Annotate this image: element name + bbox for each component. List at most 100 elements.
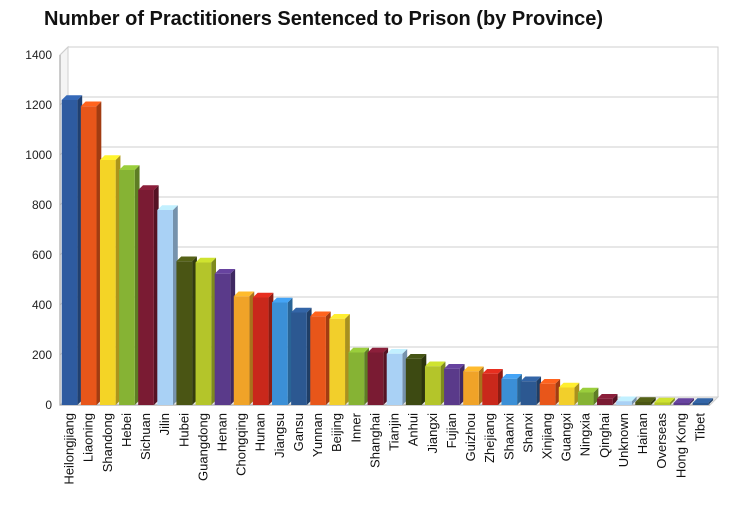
x-tick-label: Jiangsu: [272, 413, 287, 458]
bar-front: [99, 160, 116, 405]
bar-front: [577, 392, 594, 405]
x-tick-label: Fujian: [444, 413, 459, 448]
bar: [348, 347, 369, 405]
bar-front: [291, 312, 307, 405]
x-tick-label: Hebei: [119, 413, 134, 447]
x-tick-label: Henan: [215, 413, 230, 451]
label-layer: 0 200 400 600 800 1000 1200 1400 Heilongjiang Lia…: [25, 48, 707, 485]
x-tick-label: Beijing: [329, 413, 344, 452]
x-tick-label: Zhejiang: [482, 413, 497, 463]
bar-front: [329, 318, 346, 405]
bar: [252, 292, 274, 405]
bar-front: [424, 366, 441, 405]
bar-front: [616, 401, 632, 405]
bar-top: [233, 291, 255, 297]
bar-top: [367, 347, 389, 353]
bar-side: [631, 396, 637, 405]
bar-top: [558, 382, 580, 388]
bar: [692, 398, 714, 405]
bar-top: [291, 307, 312, 313]
bar-front: [444, 368, 460, 405]
bar-front: [692, 403, 709, 405]
bar: [424, 361, 446, 405]
bar-top: [635, 397, 656, 402]
y-tick-label: 1400: [25, 48, 52, 62]
bar-front: [157, 210, 173, 405]
x-tick-label: Tibet: [692, 413, 707, 442]
bar-front: [386, 353, 403, 405]
bar-front: [654, 402, 671, 405]
bar-front: [558, 387, 575, 405]
bar-front: [348, 352, 365, 405]
bar: [654, 397, 675, 405]
bar: [539, 378, 561, 405]
x-tick-label: Tianjin: [387, 413, 402, 451]
bar: [272, 297, 293, 405]
bar-top: [252, 292, 274, 298]
x-tick-label: Qinghai: [597, 413, 612, 458]
bar: [291, 307, 312, 405]
bar-front: [482, 373, 498, 405]
bar-top: [176, 256, 197, 262]
x-tick-label: Shanghai: [367, 413, 382, 468]
bar-top: [405, 353, 427, 359]
bar-top: [654, 397, 675, 403]
bar: [119, 165, 140, 405]
bar: [635, 397, 656, 405]
bar-front: [195, 262, 212, 405]
bar-side: [650, 397, 656, 405]
bar: [577, 387, 599, 405]
bar-top: [272, 297, 293, 303]
x-tick-label: Hainan: [635, 413, 650, 454]
x-tick-label: Shanxi: [520, 413, 535, 453]
bar-top: [329, 313, 350, 319]
bar: [444, 363, 465, 405]
bar-front: [176, 261, 193, 405]
x-tick-label: Yunnan: [310, 413, 325, 457]
bar-top: [444, 363, 465, 369]
x-tick-label: Guangxi: [559, 413, 574, 462]
bar: [520, 376, 542, 405]
x-tick-label: Unknown: [616, 413, 631, 467]
bar: [463, 366, 484, 405]
y-tick-label: 0: [45, 398, 52, 412]
x-tick-label: Jilin: [157, 413, 172, 435]
bar-front: [635, 402, 651, 405]
bar-front: [61, 100, 78, 405]
bar-top: [119, 165, 140, 170]
bar: [616, 396, 637, 405]
bar-front: [310, 316, 326, 405]
bar-front: [272, 302, 288, 405]
x-tick-label: Heilongjiang: [62, 413, 77, 485]
bar-top: [577, 387, 599, 393]
bar-front: [539, 383, 556, 405]
bar: [157, 205, 178, 405]
bar: [386, 348, 408, 405]
x-tick-label: Xinjiang: [540, 413, 555, 459]
bar-top: [157, 205, 178, 210]
x-tick-label: Shaanxi: [501, 413, 516, 460]
x-tick-label: Hubei: [176, 413, 191, 447]
bar-front: [367, 352, 384, 405]
bar: [195, 257, 217, 405]
y-tick-label: 600: [32, 248, 52, 262]
bar-front: [405, 358, 422, 405]
y-tick-label: 400: [32, 298, 52, 312]
bar-top: [463, 366, 484, 372]
bar: [501, 373, 522, 405]
bar-front: [138, 190, 154, 405]
bar-top: [214, 268, 236, 274]
x-tick-label: Shandong: [100, 413, 115, 472]
bar-top: [424, 361, 446, 367]
bar-top: [692, 398, 714, 403]
bar-top: [386, 348, 408, 354]
bar: [99, 155, 121, 405]
bar-top: [195, 257, 217, 263]
bar-front: [80, 106, 97, 405]
bar: [405, 353, 427, 405]
x-tick-label: Guizhou: [463, 413, 478, 461]
bar: [329, 313, 350, 405]
bar: [367, 347, 389, 405]
bar-front: [252, 297, 269, 405]
